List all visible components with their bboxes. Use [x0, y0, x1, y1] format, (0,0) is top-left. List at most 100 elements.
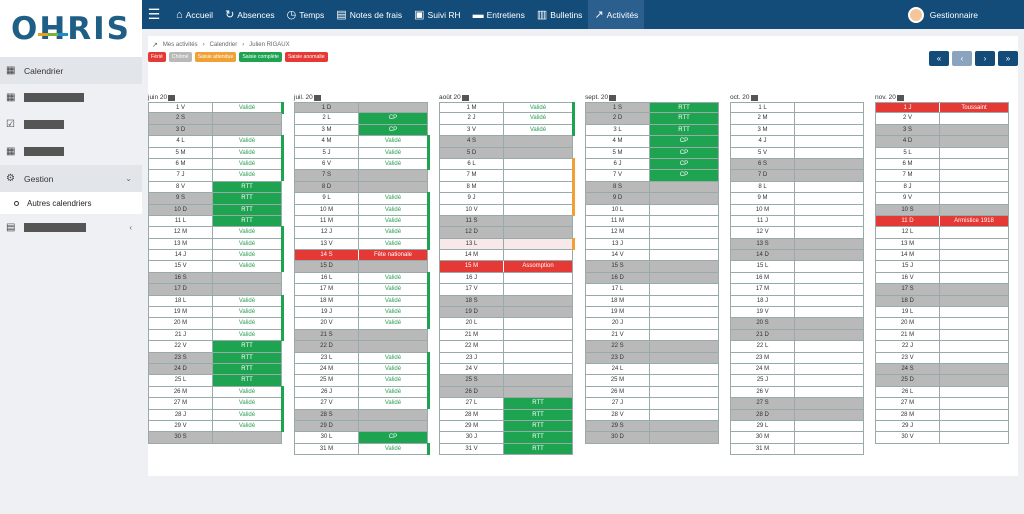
day-cell[interactable]: 15 V Validé	[148, 260, 284, 273]
day-cell[interactable]: 8 S	[585, 181, 719, 194]
day-cell[interactable]: 4 S	[439, 136, 573, 148]
day-cell[interactable]: 10 V	[439, 203, 575, 216]
day-cell[interactable]: 29 S	[585, 420, 719, 433]
nav-item-temps[interactable]: ◷ Temps	[281, 0, 331, 29]
day-cell[interactable]: 16 L Validé	[294, 271, 430, 285]
day-cell[interactable]: 19 D	[439, 307, 573, 319]
day-cell[interactable]: 5 J Validé	[294, 146, 430, 159]
day-cell[interactable]: 27 M Validé	[148, 397, 284, 410]
day-cell[interactable]: 24 M	[730, 363, 864, 376]
day-cell[interactable]: 25 J	[730, 375, 864, 387]
day-cell[interactable]: 17 M	[730, 284, 864, 296]
day-cell[interactable]: 9 M	[730, 193, 864, 205]
day-cell[interactable]: 11 M Validé	[294, 214, 430, 228]
day-cell[interactable]: 7 J Validé	[148, 169, 284, 182]
day-cell[interactable]: 24 S	[875, 363, 1009, 376]
day-cell[interactable]: 8 L	[730, 181, 864, 194]
day-cell[interactable]: 25 M	[585, 375, 719, 387]
day-cell[interactable]: 29 J	[875, 420, 1009, 433]
day-cell[interactable]: 30 D	[585, 432, 719, 444]
day-cell[interactable]: 8 J	[875, 181, 1009, 194]
sidebar-subitem-other-calendars[interactable]: Autres calendriers	[0, 192, 142, 214]
day-cell[interactable]: 18 S	[439, 295, 573, 308]
day-cell[interactable]: 20 M	[875, 318, 1009, 330]
day-cell[interactable]: 20 S	[730, 318, 864, 330]
day-cell[interactable]: 12 M Validé	[148, 226, 284, 239]
day-cell[interactable]: 24 L	[585, 363, 719, 376]
previous-period-button[interactable]: ‹	[952, 51, 972, 66]
day-cell[interactable]: 6 S	[730, 158, 864, 171]
day-cell[interactable]: 2 V	[875, 113, 1009, 125]
day-cell[interactable]: 16 V	[875, 272, 1009, 285]
day-cell[interactable]: 14 J Validé	[148, 249, 284, 262]
day-cell[interactable]: 4 M CP	[585, 136, 719, 148]
day-cell[interactable]: 15 J	[875, 261, 1009, 273]
day-cell[interactable]: 27 L RTT	[439, 398, 573, 410]
day-cell[interactable]: 13 L	[439, 237, 575, 251]
day-cell[interactable]: 22 V RTT	[148, 341, 282, 353]
day-cell[interactable]: 7 S	[294, 170, 428, 182]
day-cell[interactable]: 30 M	[730, 432, 864, 444]
day-cell[interactable]: 29 L	[730, 420, 864, 433]
day-cell[interactable]: 9 L Validé	[294, 192, 430, 205]
day-cell[interactable]: 16 J	[439, 272, 573, 285]
day-cell[interactable]: 8 V RTT	[148, 181, 282, 194]
day-cell[interactable]: 3 M	[730, 124, 864, 137]
day-cell[interactable]: 13 M Validé	[148, 237, 284, 251]
hamburger-menu-icon[interactable]: ☰	[147, 6, 161, 22]
day-cell[interactable]: 14 S Fête nationale	[294, 250, 428, 262]
day-cell[interactable]: 1 M Validé	[439, 102, 575, 114]
day-cell[interactable]: 13 J	[585, 238, 719, 251]
day-cell[interactable]: 15 D	[294, 261, 428, 273]
day-cell[interactable]: 28 V	[585, 409, 719, 421]
day-cell[interactable]: 7 M	[439, 169, 575, 182]
day-cell[interactable]: 9 S RTT	[148, 193, 282, 205]
day-cell[interactable]: 14 D	[730, 250, 864, 262]
day-cell[interactable]: 4 M Validé	[294, 135, 430, 148]
day-cell[interactable]: 1 V Validé	[148, 102, 284, 114]
day-cell[interactable]: 28 J Validé	[148, 408, 284, 421]
next-period-button[interactable]: ›	[975, 51, 995, 66]
day-cell[interactable]: 7 D	[730, 170, 864, 182]
day-cell[interactable]: 14 M	[439, 250, 573, 262]
day-cell[interactable]: 16 D	[585, 272, 719, 285]
day-cell[interactable]: 5 M Validé	[148, 146, 284, 159]
day-cell[interactable]: 1 D	[294, 102, 428, 114]
day-cell[interactable]: 18 M	[585, 295, 719, 308]
day-cell[interactable]: 5 D	[439, 147, 573, 159]
day-cell[interactable]: 3 L RTT	[585, 124, 719, 137]
day-cell[interactable]: 20 L	[439, 318, 573, 330]
day-cell[interactable]: 7 M	[875, 170, 1009, 182]
day-cell[interactable]: 25 L RTT	[148, 375, 282, 387]
day-cell[interactable]: 20 V Validé	[294, 317, 430, 330]
day-cell[interactable]: 4 D	[875, 136, 1009, 148]
nav-item-accueil[interactable]: ⌂ Accueil	[170, 0, 219, 29]
day-cell[interactable]: 19 L	[875, 307, 1009, 319]
day-cell[interactable]: 23 D	[585, 352, 719, 364]
day-cell[interactable]: 30 L CP	[294, 432, 428, 444]
day-cell[interactable]: 28 M	[875, 409, 1009, 421]
day-cell[interactable]: 31 M	[730, 443, 864, 456]
day-cell[interactable]: 12 J Validé	[294, 226, 430, 239]
day-cell[interactable]: 3 S	[875, 124, 1009, 137]
day-cell[interactable]: 30 J RTT	[439, 432, 573, 444]
day-cell[interactable]: 5 L	[875, 147, 1009, 159]
day-cell[interactable]: 17 M Validé	[294, 283, 430, 296]
day-cell[interactable]: 8 D	[294, 181, 428, 194]
sidebar-item-gestion[interactable]: ⚙ Gestion ⌄	[0, 165, 142, 192]
day-cell[interactable]: 2 M	[730, 113, 864, 125]
day-cell[interactable]: 30 V	[875, 432, 1009, 444]
day-cell[interactable]: 14 V	[585, 250, 719, 262]
day-cell[interactable]: 9 D	[585, 193, 719, 205]
day-cell[interactable]: 29 V Validé	[148, 419, 284, 433]
breadcrumb-item[interactable]: Mes activités	[162, 42, 198, 48]
nav-item-activit-s[interactable]: ↗ Activités	[588, 0, 645, 29]
day-cell[interactable]: 11 J	[730, 215, 864, 228]
day-cell[interactable]: 31 M Validé	[294, 442, 430, 456]
day-cell[interactable]: 11 M	[585, 215, 719, 228]
day-cell[interactable]: 9 V	[875, 193, 1009, 205]
day-cell[interactable]: 21 S	[294, 329, 428, 342]
day-cell[interactable]: 19 J Validé	[294, 306, 430, 319]
day-cell[interactable]: 13 M	[875, 238, 1009, 251]
day-cell[interactable]: 24 D RTT	[148, 363, 282, 376]
